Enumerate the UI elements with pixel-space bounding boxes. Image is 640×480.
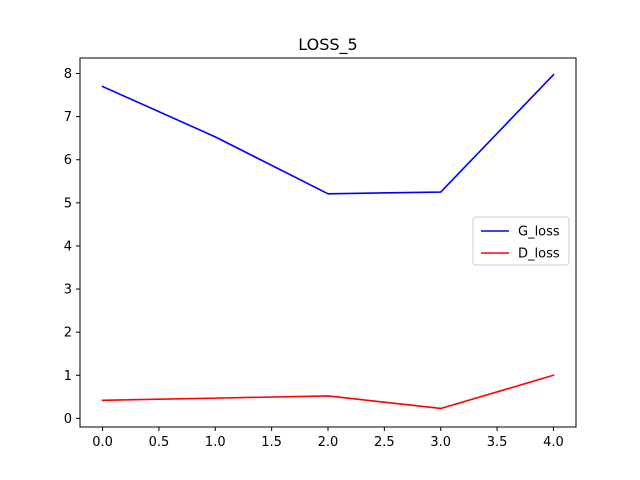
y-tick-label: 0	[64, 412, 72, 427]
x-tick-label: 3.5	[487, 435, 508, 450]
y-tick-label: 7	[64, 110, 72, 125]
x-tick-label: 3.0	[430, 435, 451, 450]
x-tick-label: 0.5	[149, 435, 170, 450]
chart-title: LOSS_5	[298, 35, 357, 55]
series-line-g-loss	[101, 73, 555, 195]
y-tick-label: 6	[64, 153, 72, 168]
y-tick-label: 4	[64, 239, 72, 254]
x-tick-label: 0.0	[92, 435, 113, 450]
x-tick-label: 1.0	[205, 435, 226, 450]
y-tick-label: 1	[64, 369, 72, 384]
x-tick-label: 2.0	[318, 435, 339, 450]
y-tick-label: 2	[64, 326, 72, 341]
x-tick-label: 1.5	[261, 435, 282, 450]
series-line-d-loss	[101, 374, 555, 410]
y-tick-label: 5	[64, 196, 72, 211]
x-tick-label: 4.0	[543, 435, 564, 450]
legend-label-g-loss: G_loss	[518, 225, 560, 240]
axes-frame	[79, 57, 577, 428]
y-tick-label: 8	[64, 67, 72, 82]
y-tick-label: 3	[64, 283, 72, 298]
x-tick-label: 2.5	[374, 435, 395, 450]
plot-area: 0.0 0.5 1.0 1.5 2.0 2.5 3.0 3.5 4.0 0 1 2 3 4 5 6 7 8 G_lo…	[64, 57, 577, 450]
legend-label-d-loss: D_loss	[518, 247, 560, 262]
